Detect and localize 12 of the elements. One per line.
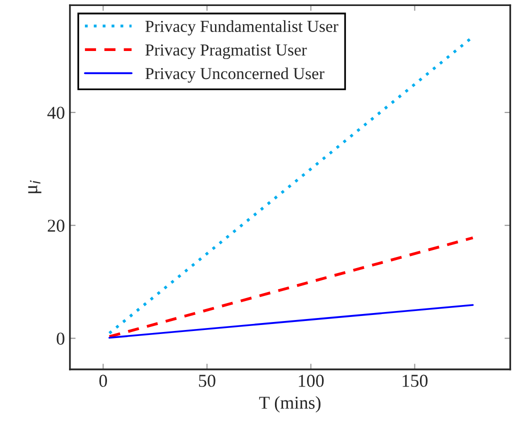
x-axis-title: T (mins) bbox=[259, 396, 320, 413]
x-tick-label: 0 bbox=[99, 374, 107, 387]
y-axis-title: μ$_{i}$ bbox=[28, 180, 42, 194]
legend-label: Privacy Fundamentalist User bbox=[145, 20, 338, 36]
x-tick-label: 150 bbox=[402, 374, 428, 387]
legend-label: Privacy Unconcerned User bbox=[145, 67, 324, 83]
legend-label: Privacy Pragmatist User bbox=[145, 44, 307, 60]
x-tick-label: 50 bbox=[199, 374, 216, 387]
x-tick-label: 100 bbox=[298, 374, 324, 387]
y-tick-label: 40 bbox=[47, 106, 64, 119]
y-tick-label: 0 bbox=[56, 332, 64, 345]
y-tick-label: 20 bbox=[48, 220, 64, 232]
